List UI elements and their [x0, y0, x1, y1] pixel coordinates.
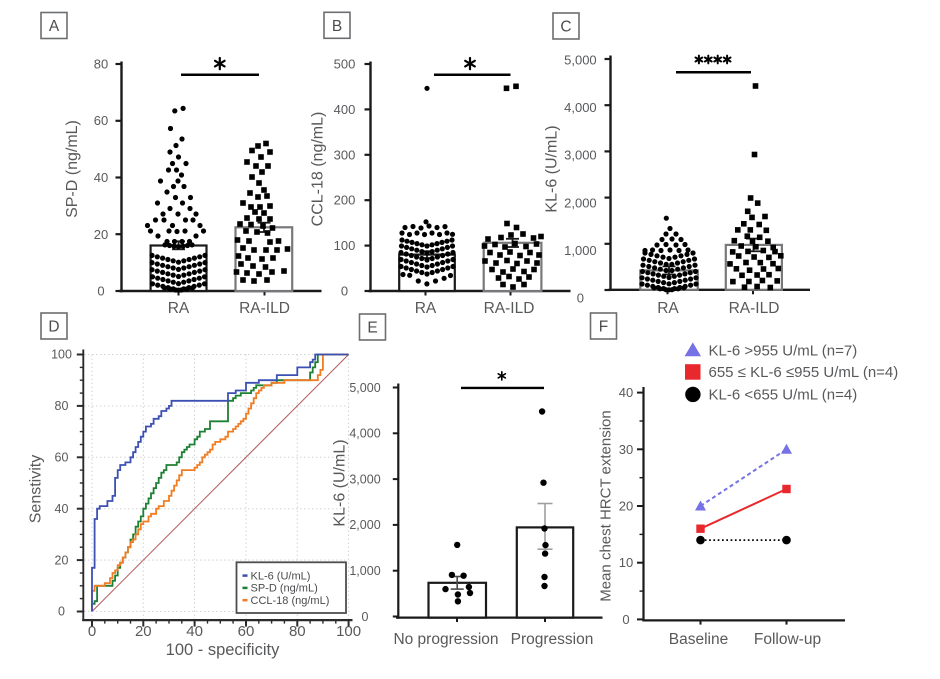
svg-text:RA: RA	[657, 300, 679, 317]
svg-text:40: 40	[619, 385, 633, 400]
svg-text:40: 40	[94, 170, 108, 185]
svg-text:20: 20	[55, 553, 69, 567]
svg-text:100: 100	[51, 348, 72, 362]
svg-text:RA: RA	[168, 300, 190, 317]
svg-text:20: 20	[619, 499, 633, 514]
svg-text:4,000: 4,000	[564, 100, 597, 115]
svg-text:3,000: 3,000	[564, 148, 597, 163]
svg-text:KL-6 <655 U/mL (n=4): KL-6 <655 U/mL (n=4)	[709, 386, 858, 403]
svg-text:200: 200	[334, 193, 356, 208]
svg-text:KL-6 (U/mL): KL-6 (U/mL)	[251, 570, 311, 582]
svg-text:Mean chest HRCT extension: Mean chest HRCT extension	[598, 410, 615, 601]
svg-text:20: 20	[94, 227, 108, 242]
svg-text:60: 60	[55, 451, 69, 465]
svg-text:KL-6 (U/mL): KL-6 (U/mL)	[544, 125, 561, 212]
svg-text:100: 100	[336, 623, 361, 640]
svg-text:RA-ILD: RA-ILD	[484, 300, 535, 317]
svg-text:SP-D (ng/mL): SP-D (ng/mL)	[251, 583, 318, 595]
svg-text:80: 80	[94, 57, 108, 72]
svg-text:D: D	[48, 319, 59, 336]
svg-text:2,000: 2,000	[564, 195, 597, 210]
svg-text:0: 0	[341, 284, 348, 299]
svg-text:SP-D (ng/mL): SP-D (ng/mL)	[64, 120, 81, 218]
svg-text:20: 20	[135, 623, 152, 640]
svg-text:500: 500	[334, 57, 356, 72]
svg-text:0: 0	[622, 612, 629, 627]
svg-text:2,000: 2,000	[349, 518, 380, 532]
svg-text:Follow-up: Follow-up	[754, 631, 821, 648]
svg-text:KL-6 >955 U/mL (n=7): KL-6 >955 U/mL (n=7)	[709, 342, 858, 359]
svg-text:10: 10	[619, 555, 633, 570]
svg-text:B: B	[332, 18, 342, 35]
svg-text:CCL-18 (ng/mL): CCL-18 (ng/mL)	[251, 595, 330, 607]
svg-text:400: 400	[334, 102, 356, 117]
svg-text:C: C	[560, 19, 571, 36]
svg-text:80: 80	[289, 623, 306, 640]
svg-text:3,000: 3,000	[349, 472, 380, 486]
svg-text:RA: RA	[415, 300, 437, 317]
svg-text:E: E	[367, 320, 377, 337]
svg-text:4,000: 4,000	[349, 427, 380, 441]
svg-text:RA-ILD: RA-ILD	[239, 300, 290, 317]
svg-text:0: 0	[58, 605, 65, 619]
svg-text:300: 300	[334, 147, 356, 162]
svg-text:100 - specificity: 100 - specificity	[166, 641, 280, 659]
svg-text:655 ≤ KL-6 ≤955 U/mL (n=4): 655 ≤ KL-6 ≤955 U/mL (n=4)	[709, 364, 899, 381]
svg-text:5,000: 5,000	[564, 53, 597, 68]
svg-text:CCL-18 (ng/mL): CCL-18 (ng/mL)	[310, 112, 327, 227]
svg-text:30: 30	[619, 442, 633, 457]
svg-text:40: 40	[186, 623, 203, 640]
svg-text:Progression: Progression	[511, 631, 594, 648]
svg-text:0: 0	[577, 291, 584, 306]
svg-text:0: 0	[88, 623, 96, 640]
svg-text:100: 100	[334, 238, 356, 253]
svg-text:60: 60	[238, 623, 255, 640]
svg-text:5,000: 5,000	[349, 381, 380, 395]
svg-text:KL-6 (U/mL): KL-6 (U/mL)	[332, 439, 349, 526]
svg-text:F: F	[599, 319, 608, 336]
svg-text:1,000: 1,000	[564, 243, 597, 258]
svg-text:80: 80	[55, 399, 69, 413]
svg-text:RA-ILD: RA-ILD	[729, 300, 780, 317]
svg-text:Baseline: Baseline	[669, 631, 728, 648]
svg-text:0: 0	[362, 610, 369, 624]
svg-text:No progression: No progression	[393, 631, 498, 648]
svg-text:Senstivity: Senstivity	[28, 455, 45, 523]
svg-text:A: A	[49, 18, 60, 35]
svg-text:40: 40	[55, 502, 69, 516]
svg-text:60: 60	[94, 113, 108, 128]
svg-text:1,000: 1,000	[349, 564, 380, 578]
svg-text:0: 0	[97, 284, 104, 299]
